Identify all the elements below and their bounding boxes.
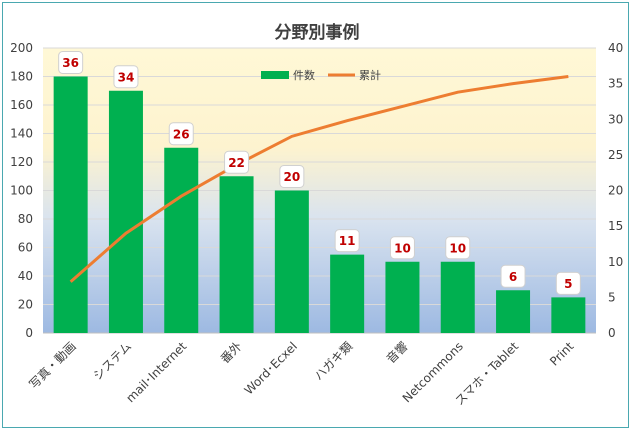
data-label-box (445, 236, 471, 260)
left-tick-label: 140 (10, 127, 33, 141)
data-label-box (279, 165, 305, 188)
chart-frame: 36 34 26 22 20 11 10 10 6 5 0 20 40 60 80 100 120 140 160… (2, 2, 629, 428)
data-label: 6 (500, 264, 526, 288)
data-label-box (168, 122, 194, 146)
data-label: 10 (445, 236, 471, 260)
right-tick-label: 25 (608, 148, 623, 162)
left-tick-label: 120 (10, 155, 33, 169)
right-tick-label: 35 (608, 77, 623, 91)
left-tick-label: 20 (18, 298, 33, 312)
bar (219, 176, 254, 333)
data-label: 22 (224, 150, 250, 174)
legend-line-label: 累計 (359, 68, 381, 82)
data-label-text: 5 (564, 277, 572, 291)
right-tick-label: 20 (608, 184, 623, 198)
data-label-text: 10 (394, 241, 411, 255)
data-label-box (58, 51, 84, 74)
left-tick-label: 180 (10, 70, 33, 84)
category-label: システム (90, 339, 134, 383)
left-tick-label: 200 (10, 41, 33, 55)
bar (440, 261, 475, 333)
data-label-text: 11 (339, 234, 356, 248)
data-label-text: 10 (449, 241, 466, 255)
data-label-text: 26 (173, 127, 190, 141)
bar (330, 254, 365, 333)
data-label-box (224, 150, 250, 174)
left-tick-label: 160 (10, 98, 33, 112)
right-tick-label: 40 (608, 41, 623, 55)
chart-title: 分野別事例 (275, 22, 360, 43)
legend-bar-label: 件数 (293, 69, 315, 82)
right-tick-label: 15 (608, 219, 623, 233)
left-tick-label: 0 (25, 326, 33, 340)
legend-bar-swatch (261, 71, 289, 79)
bar (274, 190, 309, 333)
bar (385, 261, 420, 333)
data-label: 34 (113, 65, 139, 89)
category-label: ハガキ類 (311, 339, 355, 383)
bar (53, 76, 88, 333)
category-label: Print (547, 339, 577, 369)
data-label: 20 (279, 165, 305, 188)
left-tick-label: 100 (10, 184, 33, 198)
data-label-box (113, 65, 139, 89)
category-label: 番外 (218, 339, 245, 366)
data-label-box (555, 271, 581, 295)
category-label: 写真・動画 (26, 339, 78, 391)
data-label: 36 (58, 51, 84, 74)
data-label: 26 (168, 122, 194, 146)
data-label-text: 6 (509, 270, 517, 284)
right-tick-label: 5 (608, 290, 616, 304)
left-tick-label: 80 (18, 212, 33, 226)
right-tick-label: 30 (608, 112, 623, 126)
right-axis: 0 5 10 15 20 25 30 35 40 (608, 41, 623, 340)
right-tick-label: 10 (608, 255, 623, 269)
data-label-box (500, 264, 526, 288)
legend: 件数 累計 (261, 68, 381, 82)
cumulative-line (69, 75, 569, 283)
data-label-text: 34 (118, 70, 135, 84)
left-axis: 0 20 40 60 80 100 120 140 160 180 200 (10, 41, 33, 340)
bar-series (53, 76, 586, 333)
data-label-box (389, 236, 415, 260)
category-label: 音響 (383, 339, 411, 367)
bar (551, 297, 586, 333)
bar (164, 147, 199, 333)
data-label-text: 22 (228, 156, 245, 170)
data-label-box (334, 229, 360, 253)
category-label: Word･Ecxel (242, 339, 300, 397)
data-label-text: 20 (283, 170, 300, 184)
right-tick-label: 0 (608, 326, 616, 340)
data-label: 5 (555, 271, 581, 295)
data-label: 10 (389, 236, 415, 260)
left-tick-label: 40 (18, 269, 33, 283)
left-tick-label: 60 (18, 241, 33, 255)
bar (496, 290, 531, 333)
data-label-text: 36 (62, 56, 79, 70)
bar (108, 90, 143, 333)
data-label: 11 (334, 229, 360, 253)
data-labels: 36 34 26 22 20 11 10 10 6 5 (58, 51, 581, 295)
